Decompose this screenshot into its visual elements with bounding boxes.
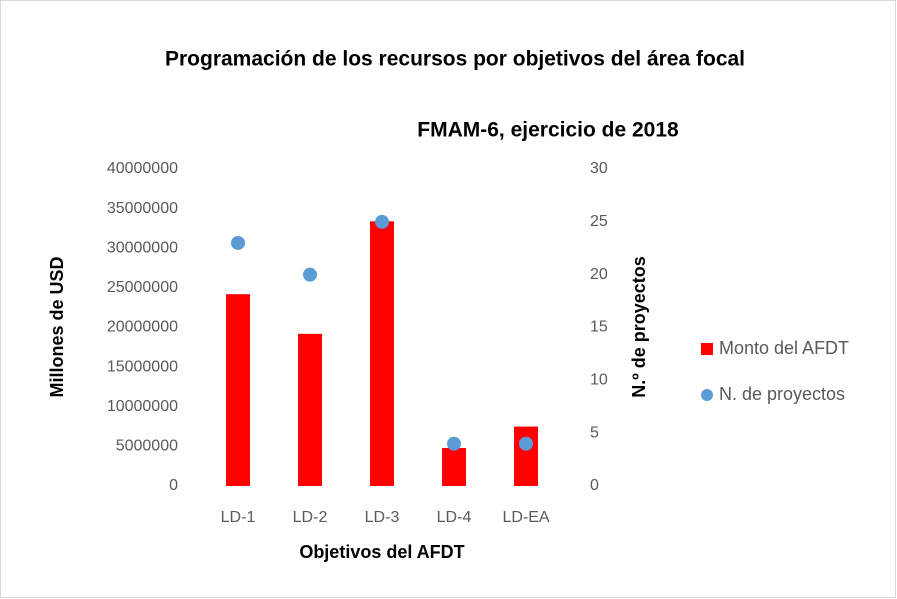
y2-axis-title: N.º de proyectos [629, 256, 649, 398]
point [231, 235, 245, 250]
bar [370, 221, 394, 486]
chart-subtitle: FMAM-6, ejercicio de 2018 [417, 119, 679, 142]
x-tick-label: LD-4 [437, 509, 472, 526]
y2-tick-label: 0 [590, 477, 599, 494]
y2-tick-label: 10 [590, 372, 608, 389]
y-tick-label: 10000000 [107, 398, 178, 415]
y2-tick-label: 30 [590, 160, 608, 177]
y-tick-label: 0 [169, 477, 178, 494]
y-tick-label: 15000000 [107, 358, 178, 375]
point [519, 436, 533, 451]
bar [298, 333, 322, 486]
x-tick-label: LD-1 [221, 509, 256, 526]
y-tick-label: 5000000 [116, 438, 178, 455]
chart-title: Programación de los recursos por objetiv… [165, 48, 745, 71]
bar [226, 294, 250, 486]
y-tick-label: 35000000 [107, 200, 178, 217]
y2-tick-label: 25 [590, 213, 608, 230]
point [447, 436, 461, 451]
bar [442, 447, 466, 486]
y-tick-label: 25000000 [107, 279, 178, 296]
y-tick-label: 40000000 [107, 160, 178, 177]
y2-tick-label: 15 [590, 319, 608, 336]
legend-marker [701, 389, 713, 401]
x-tick-label: LD-EA [502, 509, 549, 526]
y-axis-title: Millones de USD [47, 256, 67, 397]
y-tick-label: 20000000 [107, 319, 178, 336]
point [375, 214, 389, 229]
legend-label: Monto del AFDT [719, 338, 849, 358]
legend-label: N. de proyectos [719, 384, 845, 404]
y2-tick-label: 5 [590, 424, 599, 441]
legend-marker [701, 343, 713, 355]
x-tick-label: LD-2 [293, 509, 328, 526]
y2-tick-label: 20 [590, 266, 608, 283]
x-axis-title: Objetivos del AFDT [299, 542, 464, 562]
x-tick-label: LD-3 [365, 509, 400, 526]
y-tick-label: 30000000 [107, 239, 178, 256]
point [303, 267, 317, 282]
bar [514, 426, 538, 486]
